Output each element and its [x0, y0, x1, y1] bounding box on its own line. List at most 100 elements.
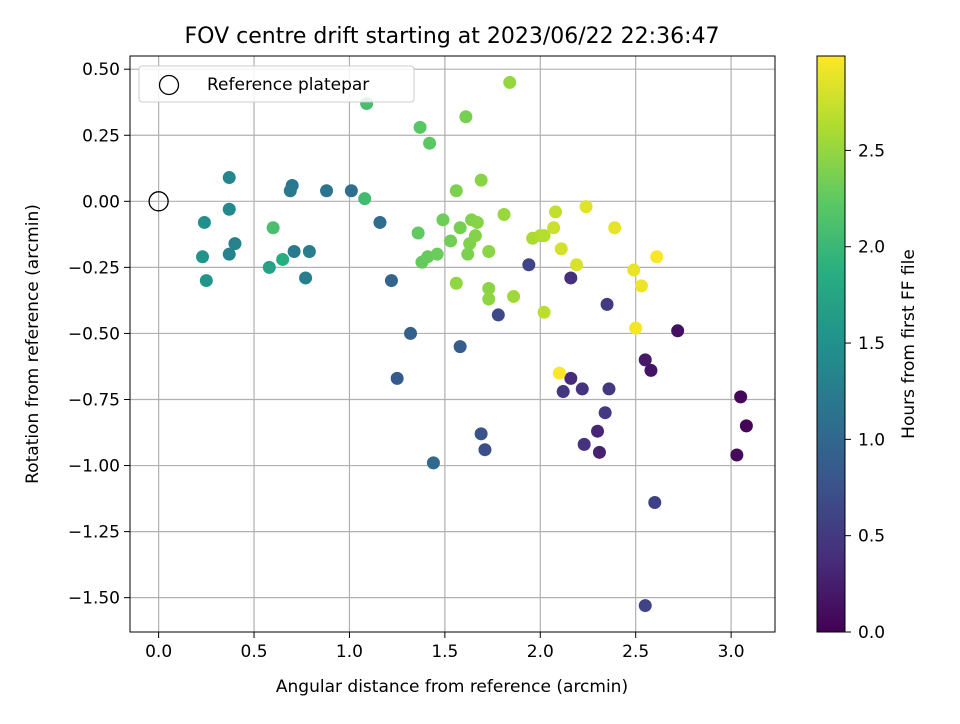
data-point	[602, 382, 616, 396]
data-point	[564, 371, 578, 385]
colorbar-tick-label: 2.0	[858, 238, 885, 258]
data-point	[503, 75, 517, 89]
data-point	[552, 366, 566, 380]
colorbar-tick-label: 1.5	[858, 334, 885, 354]
data-point	[436, 213, 450, 227]
reference-marker	[148, 191, 169, 212]
x-tick-label: 3.0	[718, 642, 745, 662]
data-point	[734, 390, 748, 404]
data-point	[444, 234, 458, 248]
x-tick-label: 1.5	[431, 642, 458, 662]
y-axis-ticks: 0.50 0.25 0.00 −0.25 −0.50 −0.75 −1.00 −1.25 −1.…	[68, 60, 130, 609]
data-point	[600, 297, 614, 311]
legend-marker	[158, 74, 180, 96]
data-point	[199, 274, 213, 288]
data-point	[627, 263, 641, 277]
colorbar: 0.0 0.5 1.0 1.5 2.0 2.5 Hours from first FF f…	[816, 55, 919, 643]
data-point	[644, 363, 658, 377]
legend-box	[138, 65, 415, 103]
data-point	[222, 202, 236, 216]
colorbar-tick-label: 2.5	[858, 141, 885, 161]
data-point	[222, 247, 236, 261]
legend: Reference platepar	[138, 65, 415, 103]
data-point	[549, 205, 563, 219]
data-point	[522, 258, 536, 272]
y-tick-label: 0.50	[82, 60, 120, 80]
data-point	[411, 226, 425, 240]
data-point	[739, 419, 753, 433]
plot-frame	[129, 55, 776, 633]
data-point	[453, 340, 467, 354]
y-tick-label: 0.25	[82, 126, 120, 146]
colorbar-tick-label: 0.0	[858, 623, 885, 643]
data-point	[390, 371, 404, 385]
data-point	[474, 173, 488, 187]
data-point	[591, 424, 605, 438]
data-point	[262, 260, 276, 274]
x-tick-label: 0.5	[241, 642, 268, 662]
y-tick-label: −1.00	[68, 457, 120, 477]
y-tick-label: −1.50	[68, 589, 120, 609]
data-point	[459, 110, 473, 124]
data-point	[197, 215, 211, 229]
data-point	[634, 279, 648, 293]
data-point	[283, 184, 297, 198]
data-point	[537, 229, 551, 243]
data-point	[266, 221, 280, 235]
colorbar-ticks: 0.0 0.5 1.0 1.5 2.0 2.5	[845, 141, 885, 643]
data-point	[423, 136, 437, 150]
y-tick-label: −0.25	[68, 258, 120, 278]
data-point	[497, 208, 511, 222]
data-point	[554, 242, 568, 256]
colorbar-tick-label: 1.0	[858, 430, 885, 450]
data-point	[482, 292, 496, 306]
y-tick-label: −1.25	[68, 523, 120, 543]
y-tick-label: 0.00	[82, 192, 120, 212]
data-point	[302, 245, 316, 259]
data-point	[426, 456, 440, 470]
data-point	[287, 245, 301, 259]
chart-title: FOV centre drift starting at 2023/06/22 …	[185, 24, 720, 49]
colorbar-tick-label: 0.5	[858, 527, 885, 547]
data-point	[598, 406, 612, 420]
data-point	[482, 245, 496, 259]
x-tick-label: 2.5	[622, 642, 649, 662]
data-point	[474, 427, 488, 441]
data-point	[453, 221, 467, 235]
grid-lines	[130, 56, 775, 632]
y-tick-label: −0.75	[68, 390, 120, 410]
y-axis-label: Rotation from reference (arcmin)	[23, 204, 43, 484]
x-axis-label: Angular distance from reference (arcmin)	[276, 677, 628, 697]
data-point	[228, 237, 242, 251]
data-point	[575, 382, 589, 396]
data-point	[650, 250, 664, 264]
data-point	[430, 247, 444, 261]
data-point	[537, 305, 551, 319]
data-point	[222, 171, 236, 185]
data-point	[404, 326, 418, 340]
x-tick-label: 0.0	[145, 642, 172, 662]
data-point	[276, 252, 290, 266]
data-point	[556, 385, 570, 399]
legend-entry-reference: Reference platepar	[207, 75, 369, 95]
data-point	[358, 192, 372, 206]
data-point	[449, 276, 463, 290]
data-point	[547, 221, 561, 235]
data-point	[478, 443, 492, 457]
data-point	[671, 324, 685, 338]
data-point	[482, 282, 496, 296]
data-point	[413, 120, 427, 134]
data-point	[638, 599, 652, 613]
x-tick-label: 1.0	[336, 642, 363, 662]
colorbar-gradient	[816, 55, 846, 633]
data-points	[196, 75, 753, 613]
data-point	[648, 496, 662, 510]
data-point	[384, 274, 398, 288]
data-point	[629, 321, 643, 335]
data-point	[579, 200, 593, 214]
x-tick-label: 2.0	[527, 642, 554, 662]
data-point	[608, 221, 622, 235]
data-point	[344, 184, 358, 198]
data-point	[491, 308, 505, 322]
